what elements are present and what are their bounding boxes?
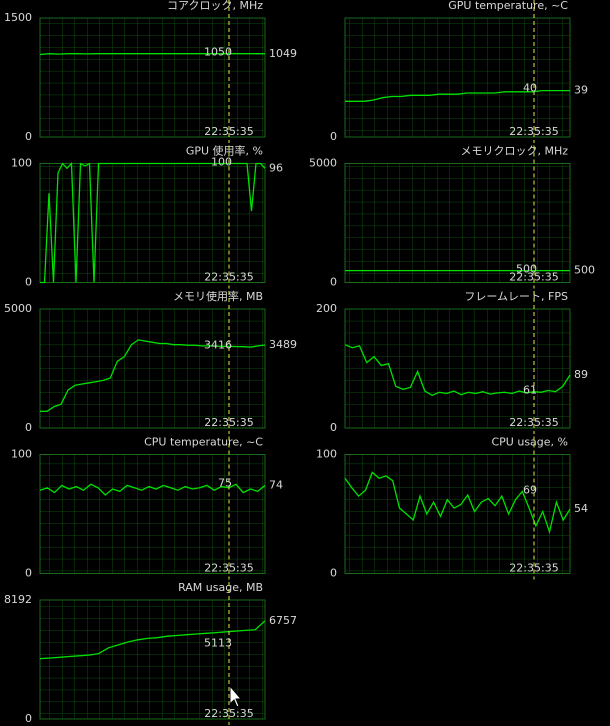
panel-title: GPU temperature, ~C	[448, 0, 568, 12]
cursor-value: 40	[523, 81, 537, 94]
current-value: 1049	[269, 47, 297, 60]
cursor-time: 22:35:35	[204, 271, 253, 284]
series-line	[344, 471, 571, 535]
panel-title: メモリ使用率, MB	[173, 289, 263, 303]
y-tick-label: 8192	[4, 593, 32, 606]
series-line	[345, 89, 570, 102]
y-tick-label: 100	[11, 448, 32, 461]
series-line	[344, 344, 571, 397]
current-value: 54	[574, 502, 588, 515]
current-value: 89	[574, 368, 588, 381]
current-value: 6757	[269, 614, 297, 627]
panel-title: コアクロック, MHz	[167, 0, 263, 12]
cursor-value: 500	[516, 263, 537, 276]
panel-title: GPU 使用率, %	[186, 144, 263, 158]
y-tick-label: 100	[316, 448, 337, 461]
plot-area	[39, 308, 266, 429]
cursor-time: 22:35:35	[204, 562, 253, 575]
plot-area	[344, 308, 571, 429]
plot-area	[344, 163, 571, 283]
plot-area	[39, 454, 266, 574]
cursor-value: 69	[523, 483, 537, 496]
series-line	[40, 339, 266, 412]
cursor-time: 22:35:35	[509, 562, 558, 575]
panel-title: CPU temperature, ~C	[144, 436, 263, 449]
y-tick-label: 0	[25, 421, 32, 434]
cursor-time: 22:35:35	[509, 125, 558, 138]
series-line	[39, 620, 266, 660]
y-tick-label: 200	[316, 302, 337, 315]
current-value: 39	[574, 84, 588, 97]
cursor-time: 22:35:35	[509, 416, 558, 429]
series-line	[40, 161, 266, 284]
current-value: 96	[269, 161, 283, 174]
series-line	[39, 483, 266, 496]
panel-title: CPU usage, %	[491, 436, 568, 449]
cursor-value: 1050	[204, 46, 232, 59]
plot-area	[344, 454, 571, 574]
y-tick-label: 0	[25, 712, 32, 725]
cursor-time: 22:35:35	[204, 416, 253, 429]
y-tick-label: 1500	[4, 11, 32, 24]
cursor-time: 22:35:35	[204, 707, 253, 720]
y-tick-label: 0	[25, 130, 32, 143]
mouse-pointer	[229, 684, 243, 708]
cursor-value: 61	[523, 384, 537, 397]
y-tick-label: 0	[25, 567, 32, 580]
plot-area	[344, 17, 571, 138]
cursor-value: 75	[218, 476, 232, 489]
y-tick-label: 5000	[4, 302, 32, 315]
current-value: 500	[574, 264, 595, 277]
series-line	[39, 53, 266, 56]
y-tick-label: 0	[330, 567, 337, 580]
cursor-value: 3416	[204, 339, 232, 352]
y-tick-label: 5000	[309, 157, 337, 170]
panel-title: メモリクロック, MHz	[460, 145, 568, 158]
current-value: 74	[269, 478, 283, 491]
y-tick-label: 0	[330, 421, 337, 434]
cursor-value: 100	[211, 156, 232, 169]
y-tick-label: 0	[330, 130, 337, 143]
cursor-value: 5113	[204, 637, 232, 650]
panel-title: RAM usage, MB	[178, 581, 263, 594]
current-value: 3489	[269, 338, 297, 351]
plot-area	[39, 17, 266, 138]
panel-title: フレームレート, FPS	[464, 290, 568, 303]
y-tick-label: 0	[330, 276, 337, 289]
cursor-time: 22:35:35	[509, 271, 558, 284]
y-tick-label: 100	[11, 157, 32, 170]
cursor-time: 22:35:35	[204, 125, 253, 138]
y-tick-label: 0	[25, 276, 32, 289]
